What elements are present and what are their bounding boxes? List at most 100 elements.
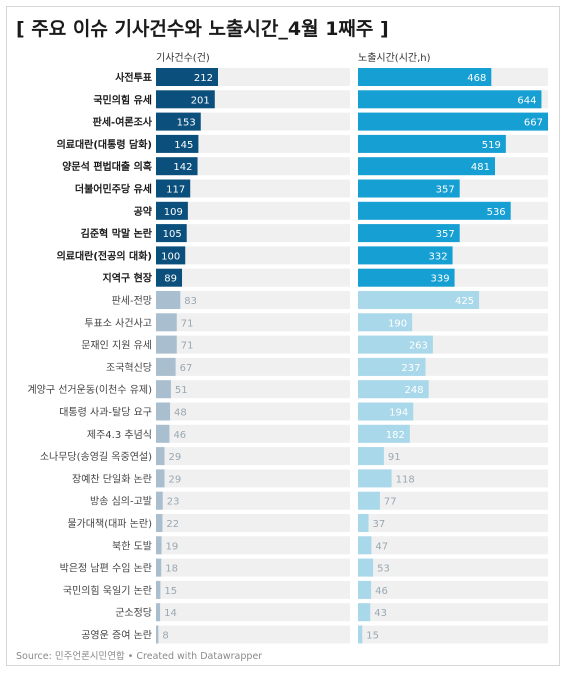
bar-time: [358, 134, 506, 153]
value-label-count: 18: [165, 564, 178, 575]
value-label-time: 425: [455, 296, 474, 307]
bar-count: [156, 246, 186, 265]
value-label-time: 357: [436, 229, 455, 240]
chart-footer: Source: 민주언론시민연합 • Created with Datawrap…: [16, 651, 263, 662]
bar-track-time: [358, 536, 548, 555]
bar-time: [358, 224, 460, 243]
bar-count: [156, 357, 176, 376]
category-label: 판세-전망: [112, 295, 152, 307]
category-label: 판세-여론조사: [93, 116, 153, 129]
bar-track-count: [156, 603, 350, 622]
bar-time: [358, 491, 380, 510]
bar-count: [156, 179, 191, 198]
category-label: 공약: [134, 205, 153, 218]
category-label: 장예찬 단일화 논란: [72, 473, 152, 485]
category-label: 소나무당(송영길 옥중연설): [40, 450, 152, 463]
bar-time: [358, 380, 429, 399]
bar-time: [358, 268, 455, 287]
category-label: 물가대책(대파 논란): [67, 518, 152, 530]
bar-time: [358, 402, 414, 421]
bar-time: [358, 603, 371, 622]
bar-track-count: [156, 469, 350, 488]
bar-track-count: [156, 179, 350, 198]
bar-count: [156, 112, 201, 131]
bar-time: [358, 179, 460, 198]
value-label-count: 48: [174, 408, 187, 419]
bar-track-count: [156, 447, 350, 466]
category-label: 계양구 선거운동(이천수 유제): [27, 384, 152, 396]
bar-count: [156, 157, 198, 176]
bar-count: [156, 313, 177, 332]
value-label-time: 43: [374, 608, 387, 619]
bar-track-count: [156, 491, 350, 510]
value-label-time: 339: [430, 274, 449, 285]
category-label: 방송 심의-고발: [90, 496, 152, 508]
bar-track-count: [156, 335, 350, 354]
value-label-time: 91: [388, 452, 401, 463]
category-label: 국민의힘 유세: [93, 93, 152, 106]
bar-track-count: [156, 402, 350, 421]
bar-track-count: [156, 268, 350, 287]
value-label-count: 71: [181, 341, 194, 352]
bar-track-count: [156, 625, 350, 644]
bar-track-count: [156, 134, 350, 153]
value-label-time: 77: [384, 497, 397, 508]
value-label-time: 118: [396, 474, 415, 485]
value-label-count: 8: [162, 631, 168, 642]
bar-track-count: [156, 201, 350, 220]
value-label-count: 145: [174, 140, 193, 151]
bar-track-count: [156, 357, 350, 376]
bar-track-count: [156, 558, 350, 577]
bar-count: [156, 335, 177, 354]
bar-time: [358, 447, 384, 466]
bar-count: [156, 580, 161, 599]
category-label: 양문석 편법대출 의혹: [62, 160, 152, 173]
value-label-count: 51: [175, 385, 188, 396]
category-label: 북한 도발: [112, 540, 152, 552]
value-label-time: 237: [401, 363, 420, 374]
bar-track-count: [156, 514, 350, 532]
category-label: 박은정 남편 수임 논란: [60, 562, 152, 575]
bar-time: [358, 580, 372, 599]
value-label-time: 357: [436, 185, 455, 196]
bar-track-count: [156, 313, 350, 332]
series-header-count: 기사건수(건): [156, 52, 210, 64]
value-label-count: 46: [173, 430, 186, 441]
value-label-count: 22: [166, 519, 179, 530]
bar-count: [156, 134, 199, 153]
value-label-time: 182: [386, 430, 405, 441]
value-label-count: 117: [166, 185, 185, 196]
value-label-time: 667: [524, 118, 543, 129]
category-label: 의료대란(전공의 대화): [57, 249, 152, 262]
bar-count: [156, 447, 165, 466]
value-label-count: 29: [168, 452, 181, 463]
bar-time: [358, 157, 496, 176]
value-label-count: 83: [184, 296, 197, 307]
value-label-count: 67: [180, 363, 193, 374]
category-label: 사전투표: [115, 71, 152, 84]
bar-track-count: [156, 580, 350, 599]
bar-count: [156, 491, 163, 510]
bar-count: [156, 469, 165, 488]
value-label-count: 212: [194, 73, 213, 84]
bar-time: [358, 291, 480, 309]
series-header-time: 노출시간(시간,h): [358, 52, 431, 64]
bar-track-time: [358, 603, 548, 622]
value-label-count: 23: [167, 497, 180, 508]
value-label-time: 332: [428, 251, 447, 262]
category-label: 더불어민주당 유세: [75, 183, 152, 196]
bar-time: [358, 68, 492, 86]
category-label: 김준혁 막말 논란: [81, 227, 153, 240]
bar-count: [156, 380, 171, 399]
value-label-count: 15: [164, 586, 177, 597]
bar-count: [156, 201, 188, 220]
bar-track-time: [358, 558, 548, 577]
bar-time: [358, 424, 410, 443]
value-label-count: 153: [177, 118, 196, 129]
bar-track-count: [156, 246, 350, 265]
value-label-time: 248: [405, 385, 424, 396]
bar-count: [156, 558, 162, 577]
value-label-time: 536: [487, 207, 506, 218]
bar-count: [156, 424, 170, 443]
